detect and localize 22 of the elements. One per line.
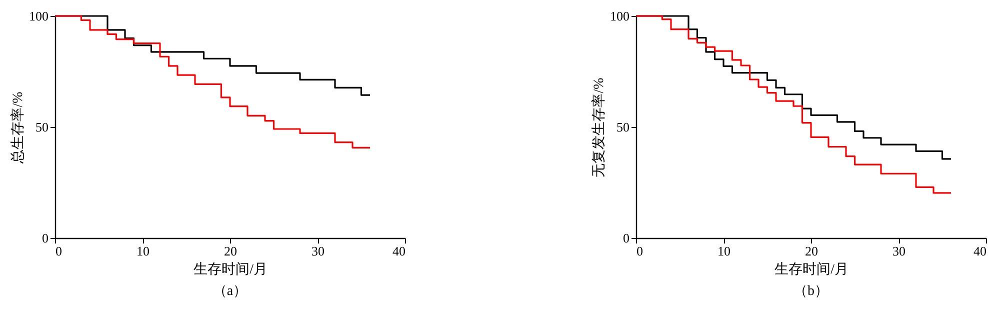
x-tick-label: 30 <box>892 244 906 258</box>
y-tick-label: 50 <box>616 120 630 134</box>
y-tick-label: 50 <box>36 120 48 134</box>
x-tick-label: 0 <box>636 244 643 258</box>
x-tick-label: 40 <box>392 244 406 258</box>
y-axis-title: 无复发生存率/% <box>591 77 607 178</box>
x-axis-title: 生存时间/月 <box>774 262 848 278</box>
text: （a） <box>212 284 248 299</box>
x-tick-label: 10 <box>718 244 730 258</box>
y-tick-label: 100 <box>610 8 630 24</box>
y-tick-label: 0 <box>42 230 48 246</box>
x-tick-label: 30 <box>312 244 324 258</box>
x-axis-title: 生存时间/月 <box>194 262 268 278</box>
y-tick-label: 100 <box>29 8 48 24</box>
text: （b） <box>794 284 828 299</box>
x-tick-label: 0 <box>56 244 62 258</box>
y-axis-title: 总生存率/% <box>10 91 26 164</box>
x-tick-label: 20 <box>224 244 237 258</box>
x-tick-label: 10 <box>136 244 150 258</box>
y-tick-label: 0 <box>623 230 630 246</box>
x-tick-label: 20 <box>805 244 818 258</box>
x-tick-label: 40 <box>974 244 986 258</box>
